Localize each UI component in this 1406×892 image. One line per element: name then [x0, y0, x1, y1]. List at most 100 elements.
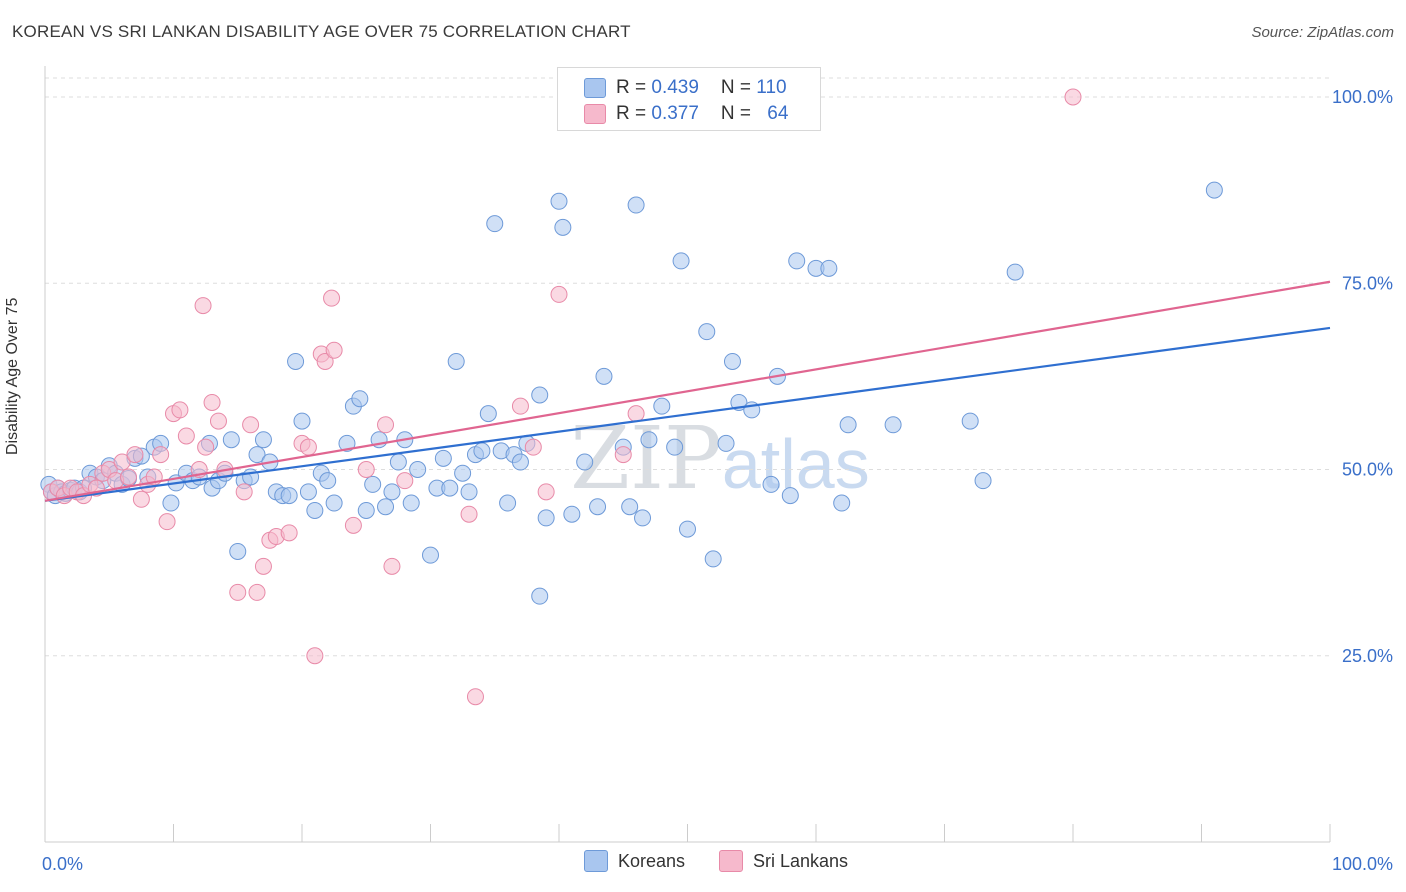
- legend-r-label: R =: [616, 103, 652, 124]
- bottom-legend-koreans: Koreans: [584, 850, 685, 872]
- srilankan-point: [113, 453, 131, 471]
- korean-point: [974, 472, 992, 490]
- bottom-legend-label: Sri Lankans: [753, 850, 849, 871]
- srilankan-point: [132, 490, 150, 508]
- srilankan-point: [209, 412, 227, 430]
- srilankan-point: [299, 438, 317, 456]
- srilankan-point: [614, 446, 632, 464]
- korean-point: [717, 434, 735, 452]
- srilankan-point: [248, 583, 266, 601]
- korean-point: [293, 412, 311, 430]
- srilankan-point: [197, 438, 215, 456]
- srilankan-point: [627, 405, 645, 423]
- srilankan-point: [316, 352, 334, 370]
- korean-point: [377, 498, 395, 516]
- srilankans-swatch: [584, 104, 606, 124]
- srilankan-point: [280, 524, 298, 542]
- srilankan-point: [177, 427, 195, 445]
- legend-n-label: N =: [720, 77, 757, 98]
- korean-point: [402, 494, 420, 512]
- koreans-swatch: [584, 850, 608, 872]
- srilankan-point: [466, 688, 484, 706]
- korean-point: [364, 475, 382, 493]
- y-tick-label: 75.0%: [1342, 273, 1393, 293]
- korean-point: [422, 546, 439, 564]
- y-tick-label: 25.0%: [1342, 646, 1393, 666]
- legend-n-label: N =: [720, 103, 757, 124]
- korean-point: [679, 520, 696, 538]
- srilankan-point: [194, 297, 212, 315]
- legend-n-value: 64: [767, 103, 789, 124]
- srilankan-point: [537, 483, 555, 501]
- korean-point: [884, 416, 902, 434]
- korean-point: [640, 431, 658, 449]
- srilankan-point: [171, 401, 189, 419]
- korean-point: [254, 431, 272, 449]
- korean-point: [704, 550, 722, 568]
- srilankan-point: [306, 647, 324, 665]
- srilankan-point: [203, 393, 221, 411]
- korean-point: [781, 487, 799, 505]
- korean-point: [550, 192, 568, 210]
- chart-title: KOREAN VS SRI LANKAN DISABILITY AGE OVER…: [12, 22, 631, 41]
- korean-point: [319, 472, 337, 490]
- korean-point: [499, 494, 517, 512]
- legend-r-label: R =: [616, 77, 652, 98]
- korean-trend-line: [44, 326, 1331, 502]
- korean-point: [460, 483, 478, 501]
- srilankan-point: [229, 583, 247, 601]
- korean-point: [576, 453, 594, 471]
- korean-point: [280, 487, 298, 505]
- korean-point: [306, 501, 324, 519]
- korean-point: [162, 494, 180, 512]
- korean-point: [627, 196, 645, 214]
- srilankan-point: [460, 505, 478, 523]
- srilankan-point: [357, 461, 375, 478]
- x-tick-label: 100.0%: [1332, 854, 1393, 874]
- korean-point: [589, 498, 607, 516]
- bottom-legend-srilankans: Sri Lankans: [719, 850, 848, 872]
- srilankan-point: [242, 416, 260, 434]
- korean-point: [723, 352, 741, 370]
- srilankan-point: [344, 516, 362, 534]
- korean-point: [325, 494, 343, 512]
- korean-point: [672, 252, 690, 270]
- korean-point: [383, 483, 401, 501]
- korean-point: [554, 218, 572, 236]
- srilankan-trend-line: [44, 280, 1331, 502]
- legend-row-koreans: R = 0.439 N = 110: [584, 76, 787, 100]
- legend-n-value: 110: [756, 77, 787, 98]
- srilankan-point: [126, 446, 144, 464]
- korean-point: [788, 252, 806, 270]
- korean-point: [563, 505, 581, 523]
- srilankan-point: [158, 513, 176, 531]
- korean-point: [1006, 263, 1024, 281]
- srilankan-point: [396, 472, 414, 490]
- korean-point: [479, 405, 497, 423]
- korean-point: [299, 483, 317, 501]
- korean-point: [473, 442, 491, 460]
- srilankan-point: [524, 438, 542, 456]
- korean-point: [357, 501, 375, 519]
- korean-point: [762, 475, 780, 493]
- srilankan-point: [325, 341, 343, 359]
- korean-point: [434, 449, 452, 467]
- korean-point: [820, 259, 838, 277]
- korean-point: [666, 438, 684, 456]
- korean-point: [486, 215, 504, 233]
- legend-r-value: 0.439: [651, 77, 699, 98]
- source-label: Source: ZipAtlas.com: [1251, 24, 1394, 41]
- korean-point: [537, 509, 555, 527]
- korean-point: [698, 323, 716, 341]
- korean-point: [338, 434, 356, 452]
- bottom-legend-label: Koreans: [618, 850, 686, 871]
- korean-point: [447, 352, 465, 370]
- korean-point: [454, 464, 472, 482]
- korean-point: [441, 479, 459, 497]
- srilankan-point: [383, 557, 401, 575]
- y-tick-label: 50.0%: [1342, 460, 1393, 480]
- srilankan-point: [1064, 88, 1082, 106]
- watermark: ZIPatlas: [570, 409, 869, 509]
- korean-point: [595, 367, 613, 385]
